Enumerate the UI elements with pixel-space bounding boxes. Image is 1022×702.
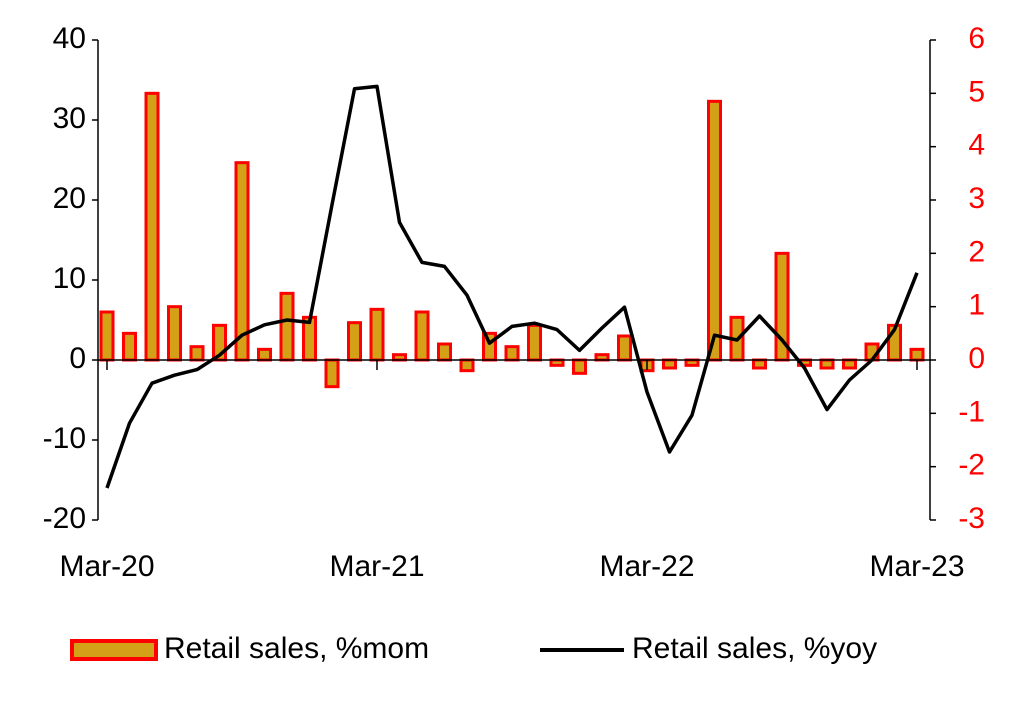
- bar: [549, 358, 565, 367]
- bar: [662, 358, 677, 370]
- bar: [752, 358, 767, 370]
- x-tick-label: Mar-21: [329, 550, 424, 583]
- y-tick-label: -10: [43, 422, 86, 455]
- bar: [324, 358, 340, 389]
- bar: [437, 342, 452, 362]
- bar: [819, 358, 835, 370]
- bar: [684, 358, 700, 367]
- bar: [392, 353, 407, 362]
- y2-tick-label: -1: [958, 395, 985, 428]
- y2-tick-label: 2: [968, 235, 985, 268]
- bar: [257, 347, 272, 362]
- bar: [189, 345, 205, 362]
- bar: [122, 331, 137, 362]
- legend-label: Retail sales, %mom: [164, 632, 429, 665]
- legend-label: Retail sales, %yoy: [632, 632, 877, 665]
- bar: [459, 358, 475, 373]
- y2-tick-label: -3: [958, 502, 985, 535]
- y-tick-label: 40: [53, 22, 86, 55]
- y2-tick-label: -2: [958, 449, 985, 482]
- bar: [279, 291, 295, 362]
- bar: [347, 321, 362, 362]
- bar: [707, 99, 722, 362]
- y-tick-label: 0: [69, 342, 86, 375]
- bar: [617, 334, 632, 362]
- bar: [842, 358, 857, 370]
- line: [105, 84, 919, 489]
- y2-tick-label: 3: [968, 182, 985, 215]
- y-tick-label: 20: [53, 182, 86, 215]
- y2-tick-label: 1: [968, 289, 985, 322]
- legend-swatch: [70, 639, 158, 661]
- y-tick-label: 10: [53, 262, 86, 295]
- y-tick-label: 30: [53, 102, 86, 135]
- y-tick-label: -20: [43, 502, 86, 535]
- x-tick-label: Mar-22: [599, 550, 694, 583]
- bar: [234, 161, 250, 362]
- y2-tick-label: 4: [968, 129, 985, 162]
- bar: [504, 345, 520, 362]
- x-tick-label: Mar-23: [869, 550, 964, 583]
- x-tick-label: Mar-20: [59, 550, 154, 583]
- y2-tick-label: 5: [968, 75, 985, 108]
- bar: [414, 310, 430, 362]
- bar: [527, 323, 542, 362]
- y2-tick-label: 6: [968, 22, 985, 55]
- bar: [594, 353, 610, 362]
- bar: [572, 358, 587, 375]
- bar: [909, 347, 925, 362]
- y2-tick-label: 0: [968, 342, 985, 375]
- bar: [144, 91, 160, 362]
- bar: [99, 310, 115, 362]
- bar: [167, 305, 182, 362]
- bar: [369, 307, 385, 362]
